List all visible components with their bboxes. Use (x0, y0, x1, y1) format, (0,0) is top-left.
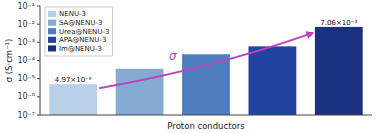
annotation: σ (169, 49, 177, 63)
bar (248, 46, 296, 115)
legend-swatch (48, 28, 56, 34)
y-tick-label: 10⁻⁶ (17, 92, 35, 101)
legend-swatch (48, 20, 56, 26)
bar (116, 69, 164, 115)
y-tick-label: 10⁻² (17, 20, 35, 29)
data-label: 4.97×10⁻⁶ (55, 76, 92, 84)
legend-label: Urea@NENU-3 (59, 28, 109, 36)
y-axis-label: σ (S·cm⁻¹) (4, 39, 14, 83)
y-tick-label: 10⁻⁴ (17, 56, 35, 65)
y-tick (37, 24, 40, 25)
data-label: 7.06×10⁻³ (320, 19, 357, 27)
legend-swatch (48, 11, 56, 17)
x-axis-line (40, 115, 372, 116)
legend-swatch (48, 37, 56, 43)
y-tick (37, 96, 40, 97)
x-axis-label: Proton conductors (167, 121, 245, 131)
y-tick (37, 115, 40, 116)
legend-label: SA@NENU-3 (59, 19, 102, 27)
bars (49, 27, 362, 115)
legend-swatch (48, 45, 56, 51)
legend-label: APA@NENU-3 (59, 36, 106, 44)
bar (49, 84, 97, 115)
y-tick-label: 10⁻³ (17, 38, 35, 47)
y-tick (37, 60, 40, 61)
y-tick-label: 10⁻⁷ (17, 111, 35, 120)
bar (315, 27, 363, 115)
y-tick-label: 10⁻¹ (17, 2, 35, 11)
legend-frame (45, 7, 112, 56)
legend-label: Im@NENU-3 (59, 45, 102, 53)
y-tick (37, 42, 40, 43)
y-tick-label: 10⁻⁵ (17, 74, 35, 83)
y-tick (37, 78, 40, 79)
legend: NENU-3SA@NENU-3Urea@NENU-3APA@NENU-3Im@N… (45, 7, 112, 56)
y-tick (37, 6, 40, 7)
bar (182, 54, 230, 115)
trend-arrow (99, 33, 313, 88)
legend-label: NENU-3 (59, 10, 86, 18)
chart: 10⁻⁷ 10⁻⁶ 10⁻⁵ 10⁻⁴ 10⁻³ 10⁻² 10⁻¹ Proton condu… (0, 0, 378, 133)
